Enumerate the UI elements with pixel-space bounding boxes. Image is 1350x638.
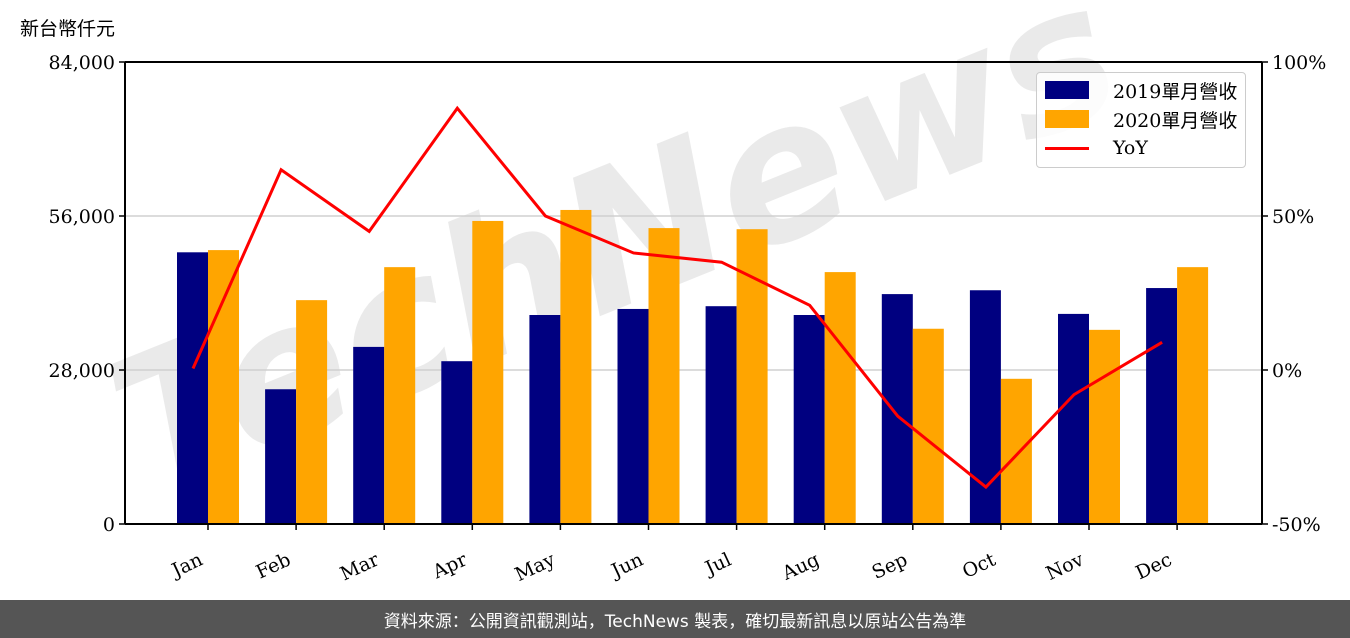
x-tick-label: Feb xyxy=(253,549,295,584)
legend: 2019單月營收 2020單月營收 YoY xyxy=(1036,72,1246,168)
x-tick-label: Jan xyxy=(167,549,206,583)
bar-2020 xyxy=(912,328,944,524)
x-tick-label: Dec xyxy=(1132,549,1175,585)
y-tick-label: 84,000 xyxy=(49,52,115,74)
bar-2020 xyxy=(1000,378,1032,524)
bar-2020 xyxy=(296,300,328,524)
y2-tick-label: 0% xyxy=(1272,360,1302,382)
legend-line-yoy xyxy=(1045,146,1089,150)
bar-2020 xyxy=(824,272,856,524)
bar-2020 xyxy=(1177,267,1209,524)
y2-tick-label: 50% xyxy=(1272,206,1314,228)
y2-tick-label: 100% xyxy=(1272,52,1326,74)
y-tick-label: 0 xyxy=(103,514,115,536)
x-tick-label: Oct xyxy=(959,548,999,582)
legend-item-yoy: YoY xyxy=(1045,135,1148,161)
source-footer: 資料來源：公開資訊觀測站，TechNews 製表，確切最新訊息以原站公告為準 xyxy=(0,600,1350,638)
x-tick-label: Aug xyxy=(778,549,823,585)
bar-2019 xyxy=(1058,313,1089,524)
legend-label-2020: 2020單月營收 xyxy=(1113,109,1238,132)
bar-2020 xyxy=(1089,329,1120,524)
bar-2019 xyxy=(529,315,561,524)
legend-swatch-2019 xyxy=(1045,81,1089,99)
bar-2020 xyxy=(560,209,592,524)
bar-2020 xyxy=(648,228,680,524)
x-tick-label: Mar xyxy=(337,548,383,585)
bar-2020 xyxy=(472,220,504,524)
y-tick-label: 28,000 xyxy=(49,360,115,382)
bar-2019 xyxy=(353,346,385,524)
bar-2019 xyxy=(881,294,913,524)
legend-label-2019: 2019單月營收 xyxy=(1113,80,1238,103)
bar-2019 xyxy=(177,252,208,525)
x-tick-label: Nov xyxy=(1043,548,1088,584)
x-tick-label: Sep xyxy=(869,549,911,584)
y2-tick-label: -50% xyxy=(1272,514,1321,536)
bar-2019 xyxy=(265,389,297,524)
legend-item-2019: 2019單月營收 xyxy=(1045,77,1237,103)
legend-item-2020: 2020單月營收 xyxy=(1045,106,1237,132)
yoy-line xyxy=(191,105,1163,490)
x-tick-label: Apr xyxy=(429,548,472,584)
bar-2019 xyxy=(705,306,737,524)
bar-2019 xyxy=(969,290,1001,524)
legend-label-yoy: YoY xyxy=(1113,137,1148,159)
bar-2020 xyxy=(208,250,239,524)
x-tick-label: Jul xyxy=(700,549,735,581)
x-tick-label: Jun xyxy=(606,549,646,583)
y-tick-label: 56,000 xyxy=(49,206,115,228)
chart-canvas: TechNews028,00056,00084,000-50%0%50%100%… xyxy=(49,0,1327,586)
x-tick-label: May xyxy=(512,548,559,586)
bar-2019 xyxy=(617,308,649,524)
bar-2020 xyxy=(384,267,416,524)
bar-2019 xyxy=(441,361,473,524)
bar-2019 xyxy=(793,315,825,524)
legend-swatch-2020 xyxy=(1045,110,1089,128)
bar-2019 xyxy=(1146,288,1178,524)
y-axis-unit-label: 新台幣仟元 xyxy=(20,18,116,40)
